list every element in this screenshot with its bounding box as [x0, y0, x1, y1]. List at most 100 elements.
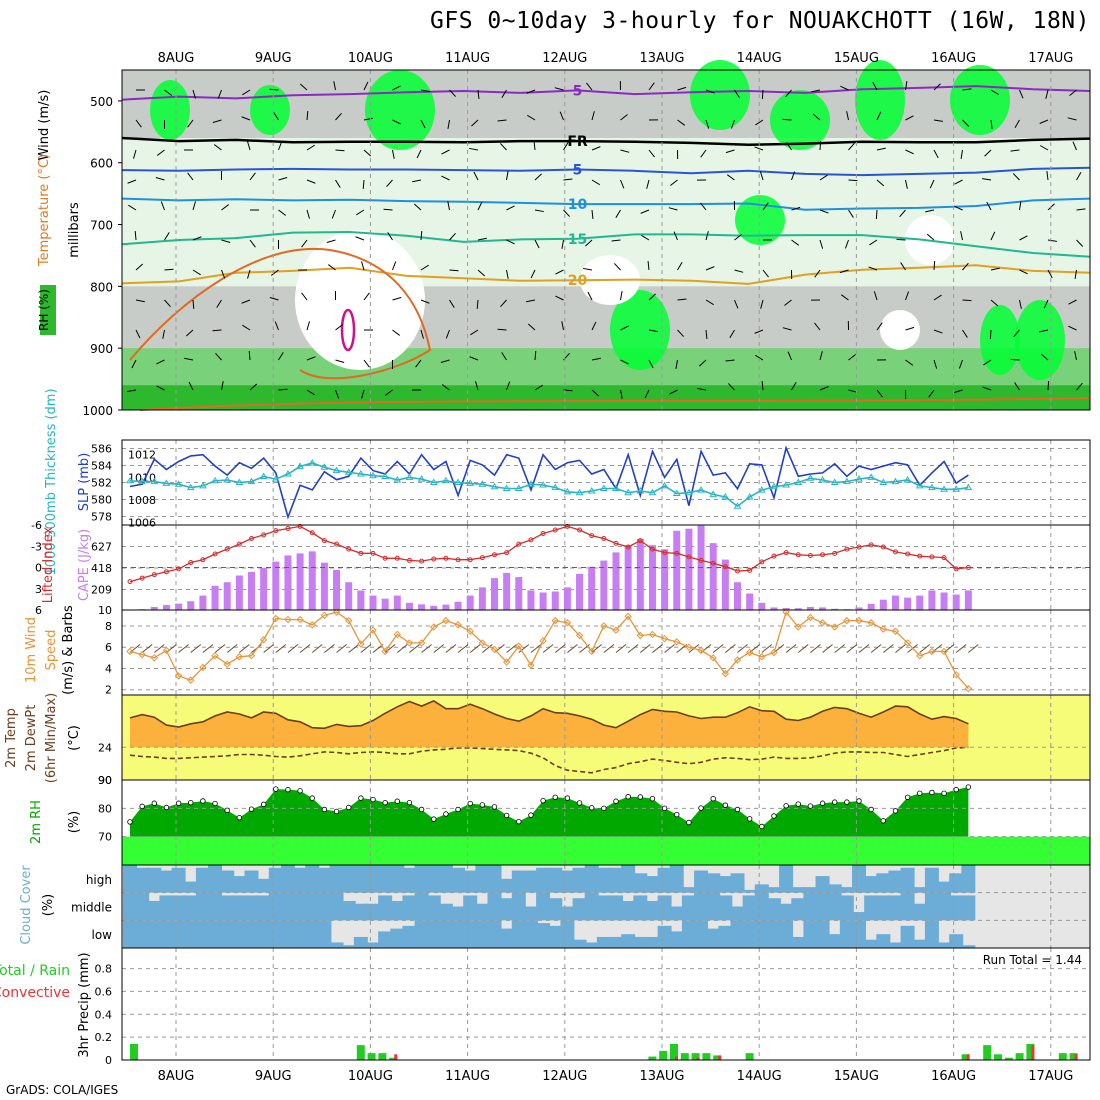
wind-barb: [700, 149, 707, 158]
cloud-bar-low: [791, 936, 806, 948]
cloud-bar-low: [280, 920, 295, 948]
cloud-bar-middle: [244, 895, 259, 921]
pressure-axis-label: millibars: [67, 202, 82, 258]
li-marker: [625, 544, 631, 550]
wind-barb: [469, 147, 479, 151]
wind-barb: [933, 359, 938, 369]
cloud-bar-middle: [463, 895, 478, 921]
thickness-marker: [502, 484, 511, 491]
li-marker: [455, 557, 461, 563]
wind-barb: [499, 143, 507, 151]
wind-barb: [1047, 380, 1050, 391]
cloud-bar-high: [803, 887, 818, 893]
precip-conv-bar: [966, 1054, 970, 1060]
wind-barb: [306, 321, 310, 331]
wind-barb: [333, 81, 336, 91]
wind-marker: [587, 647, 596, 656]
wind-marker: [320, 611, 329, 620]
wind-barb: [613, 263, 621, 271]
thickness-marker: [818, 475, 827, 483]
wind-barb: [306, 144, 315, 151]
rh2m-marker: [455, 806, 461, 813]
wind-marker: [770, 648, 778, 657]
wind-barb: [984, 149, 992, 157]
rh2m-marker: [832, 799, 838, 805]
cloud-bar-middle: [171, 895, 186, 921]
thickness-marker: [745, 492, 754, 500]
wind-marker: [150, 654, 159, 662]
wind-barb: [530, 644, 542, 653]
cloud-bar-middle: [888, 895, 903, 921]
rh2m-marker: [212, 800, 218, 807]
thickness-marker: [830, 478, 839, 485]
wind-barb: [287, 644, 299, 653]
wind-barb: [127, 179, 137, 184]
wind-barb: [734, 89, 740, 98]
wind-barb: [785, 89, 792, 98]
wind-marker: [563, 619, 572, 627]
wind-barb: [844, 239, 849, 249]
wind-barb: [248, 350, 251, 361]
li-marker: [176, 566, 182, 572]
thickness-marker: [296, 462, 304, 469]
rh2m-marker: [892, 808, 899, 814]
cloud-level-label: high: [86, 873, 112, 887]
rh2m-marker: [661, 805, 668, 812]
wind-marker: [223, 660, 231, 668]
wind-barb: [986, 201, 992, 211]
slp-thickness-panel: 57858058258458610061008101010121000-500m…: [44, 388, 1091, 576]
rh-blob: [610, 290, 670, 370]
li-marker: [431, 556, 437, 562]
wind-barb: [705, 299, 714, 306]
cloud-bar-low: [195, 920, 210, 948]
thickness-marker: [527, 480, 535, 487]
cloud-bar-low: [718, 925, 733, 948]
cloud-bar-low: [208, 920, 223, 948]
cloud-bar-high: [791, 887, 806, 893]
wind-barb: [1047, 269, 1053, 279]
wind-marker: [660, 634, 669, 643]
wind-barb: [331, 209, 336, 219]
wind-barb: [905, 359, 914, 366]
wind-barb: [734, 269, 744, 273]
cape-bar: [369, 595, 377, 610]
wind-barb: [925, 209, 935, 213]
cloud-bar-high: [681, 887, 696, 893]
cloud-bar-high: [402, 867, 417, 893]
cloud-bar-low: [888, 942, 903, 948]
wind-barb: [990, 299, 999, 307]
temp-tick-label: 24: [98, 741, 112, 754]
wind-barb: [905, 115, 914, 121]
wind-marker: [272, 614, 280, 623]
thickness-marker: [575, 488, 584, 496]
thickness-marker: [393, 475, 402, 483]
cloud-bar-middle: [937, 892, 952, 921]
cloud-bar-high: [268, 867, 283, 893]
wind-marker: [126, 647, 134, 656]
wind-barb: [324, 644, 335, 653]
wind-barb: [153, 644, 165, 653]
cloud-bar-low: [815, 920, 830, 948]
rh-blob: [690, 60, 750, 130]
wind-barb: [990, 267, 1000, 271]
wind-barb: [440, 359, 450, 363]
cloud-bar-low: [159, 920, 174, 948]
wind-line: [129, 610, 969, 690]
wind-barb: [989, 329, 992, 340]
wind-marker: [612, 626, 620, 634]
temperature-2m-panel: 24 90 2m Temp 2m DewPt (6hr Min/Max) (°C): [4, 693, 1091, 787]
wind-barb: [1045, 89, 1049, 99]
series-line: [129, 462, 969, 508]
wind-barb: [221, 204, 229, 211]
li-marker: [783, 550, 789, 556]
cloud-bar-low: [426, 920, 441, 948]
precip-axis-label: 3hr Precip (mm): [77, 952, 92, 1057]
wind-barb: [760, 299, 764, 309]
cape-bar: [235, 575, 243, 610]
wind-barb: [848, 389, 858, 393]
thickness-marker: [867, 473, 876, 480]
wind-barb: [383, 208, 393, 211]
wind-barb: [362, 179, 365, 190]
rh-axis-label: RH (%): [37, 289, 51, 331]
wind-marker: [830, 623, 839, 631]
